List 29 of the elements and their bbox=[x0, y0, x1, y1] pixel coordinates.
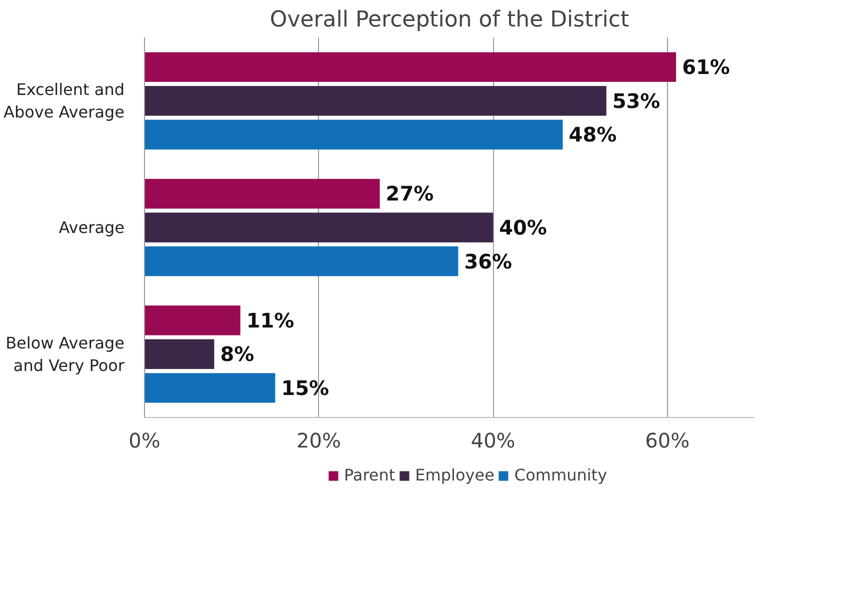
bar bbox=[144, 178, 380, 209]
y-tick-label: Excellent and Above Average bbox=[4, 80, 125, 122]
y-tick-label: Average bbox=[58, 218, 124, 237]
data-label: 36% bbox=[464, 249, 512, 274]
x-tick-label: 60% bbox=[645, 428, 690, 452]
x-tick-label: 20% bbox=[296, 428, 342, 452]
bar bbox=[144, 339, 214, 370]
data-label: 40% bbox=[499, 216, 547, 240]
bar bbox=[144, 212, 494, 242]
bar bbox=[144, 52, 676, 82]
bar bbox=[144, 373, 276, 403]
data-label: 11% bbox=[246, 308, 294, 332]
data-label: 48% bbox=[568, 122, 617, 147]
legend-label: Employee bbox=[415, 466, 494, 484]
legend-label: Community bbox=[514, 466, 608, 484]
x-tick-label: 0% bbox=[128, 428, 160, 452]
bar bbox=[144, 246, 458, 276]
data-label: 53% bbox=[612, 88, 660, 113]
y-tick-label: Below Average and Very Poor bbox=[6, 333, 125, 376]
data-label: 27% bbox=[386, 182, 434, 206]
chart-title: Overall Perception of the District bbox=[270, 8, 630, 32]
x-tick-label: 40% bbox=[470, 428, 516, 452]
bar bbox=[144, 306, 240, 336]
data-label: 15% bbox=[281, 376, 330, 400]
data-label: 61% bbox=[682, 55, 730, 80]
legend-label: Parent bbox=[344, 466, 396, 484]
bar bbox=[144, 86, 606, 116]
bar bbox=[144, 120, 563, 150]
data-label: 8% bbox=[220, 342, 254, 366]
